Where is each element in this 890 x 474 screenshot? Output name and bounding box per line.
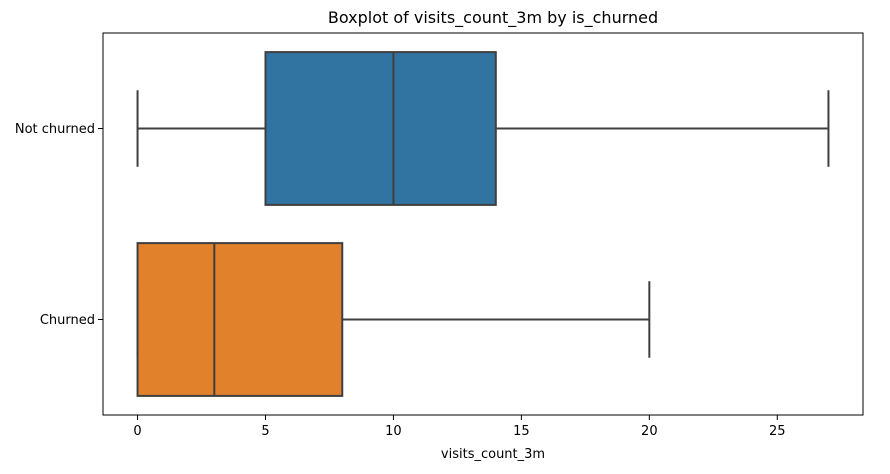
x-tick-label-10: 10 [385,424,402,439]
boxes-layer [136,51,830,397]
plot-area-frame [102,32,864,416]
box-churned [136,242,344,397]
y-tick-label-not-churned: Not churned [15,122,95,137]
x-tick-label-5: 5 [261,424,269,439]
box-group-not-churned [136,51,830,206]
x-tick-label-15: 15 [513,424,530,439]
x-tick-label-25: 25 [769,424,786,439]
x-tick-label-20: 20 [641,424,658,439]
x-axis: 0 5 10 15 20 25 [133,415,786,439]
x-axis-label: visits_count_3m [441,447,545,462]
box-group-churned [136,242,651,397]
x-tick-label-0: 0 [133,424,141,439]
y-axis: Not churned Churned [15,122,103,328]
y-tick-label-churned: Churned [40,313,95,328]
chart-title: Boxplot of visits_count_3m by is_churned [328,8,658,28]
box-not-churned [264,51,497,206]
